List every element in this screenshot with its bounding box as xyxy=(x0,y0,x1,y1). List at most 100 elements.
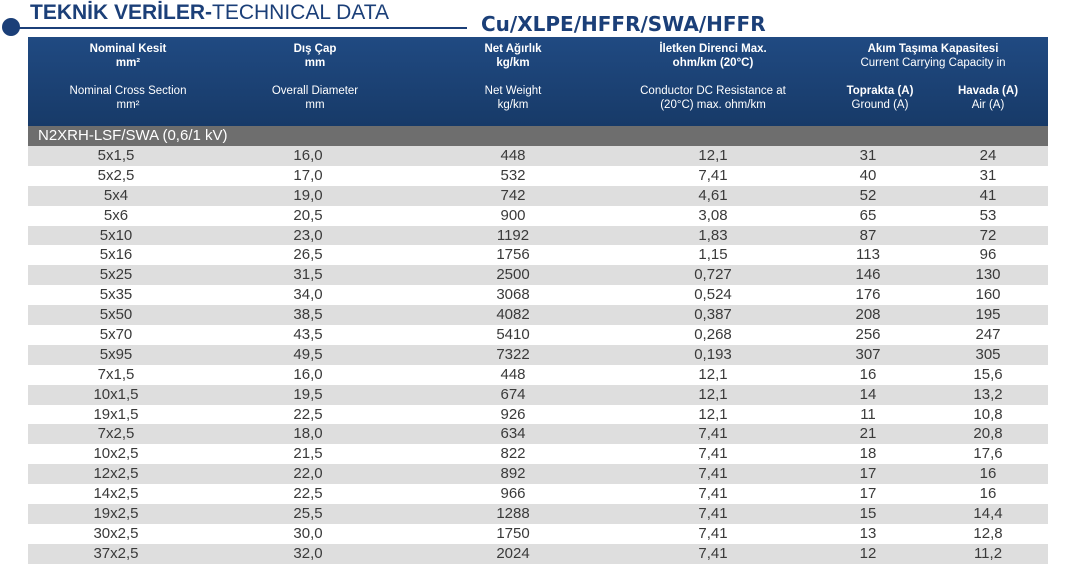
cell-weight: 532 xyxy=(500,166,526,184)
cell-weight: 1750 xyxy=(496,524,530,542)
cell-ground-capacity: 18 xyxy=(859,445,877,463)
table-row: 12x2,5 22,0 892 7,41 17 16 xyxy=(28,464,1048,485)
cell-resistance: 3,08 xyxy=(698,206,728,224)
header-nominal-tr: Nominal Kesit mm² xyxy=(48,42,208,70)
cell-diameter: 18,0 xyxy=(293,425,323,443)
header-nominal-tr-unit: mm² xyxy=(115,57,141,69)
cell-ground-capacity: 21 xyxy=(859,425,877,443)
header-ground-en: Ground (A) xyxy=(851,99,909,111)
header-capacity-tr: Akım Taşıma Kapasitesi xyxy=(867,43,999,55)
cell-resistance: 12,1 xyxy=(698,405,728,423)
cell-diameter: 25,5 xyxy=(293,505,323,523)
cell-weight: 892 xyxy=(500,465,526,483)
cell-cross-section: 14x2,5 xyxy=(93,485,139,503)
header-nominal-en-label: Nominal Cross Section xyxy=(69,85,187,97)
table-row: 5x10 23,0 1192 1,83 87 72 xyxy=(28,225,1048,246)
table-row: 5x35 34,0 3068 0,524 176 160 xyxy=(28,285,1048,305)
table-row: 5x2,5 17,0 532 7,41 40 31 xyxy=(28,166,1048,186)
cell-diameter: 16,0 xyxy=(293,365,323,383)
cell-ground-capacity: 14 xyxy=(859,385,877,403)
table-row: 7x2,5 18,0 634 7,41 21 20,8 xyxy=(28,424,1048,445)
table-row: 5x16 26,5 1756 1,15 113 96 xyxy=(28,245,1048,265)
cell-cross-section: 5x25 xyxy=(99,266,133,284)
cell-weight: 966 xyxy=(500,485,526,503)
table-row: 10x1,5 19,5 674 12,1 14 13,2 xyxy=(28,384,1048,405)
cell-resistance: 1,83 xyxy=(698,226,728,244)
cell-air-capacity: 12,8 xyxy=(973,524,1003,542)
cell-weight: 2500 xyxy=(496,266,530,284)
cell-resistance: 0,268 xyxy=(694,326,732,344)
cell-diameter: 30,0 xyxy=(293,524,323,542)
cell-air-capacity: 72 xyxy=(979,226,997,244)
cell-ground-capacity: 17 xyxy=(859,485,877,503)
cell-air-capacity: 16 xyxy=(979,465,997,483)
cell-ground-capacity: 15 xyxy=(859,505,877,523)
header-diameter-tr-label: Dış Çap xyxy=(293,43,337,55)
cell-weight: 5410 xyxy=(496,326,530,344)
cell-resistance: 4,61 xyxy=(698,186,728,204)
cell-resistance: 7,41 xyxy=(698,445,728,463)
table-row: 14x2,5 22,5 966 7,41 17 16 xyxy=(28,484,1048,504)
cell-cross-section: 5x1,5 xyxy=(97,147,135,164)
cell-resistance: 0,387 xyxy=(694,306,732,324)
cell-cross-section: 19x2,5 xyxy=(93,505,139,523)
cell-air-capacity: 53 xyxy=(979,206,997,224)
header-air-en: Air (A) xyxy=(971,99,1005,111)
table-row: 19x2,5 25,5 1288 7,41 15 14,4 xyxy=(28,504,1048,524)
page-title: TEKNİK VERİLER-TECHNICAL DATA xyxy=(30,1,389,25)
header-diameter-tr: Dış Çap mm xyxy=(235,42,395,70)
cell-diameter: 22,5 xyxy=(293,485,323,503)
table-row: 37x2,5 32,0 2024 7,41 12 11,2 xyxy=(28,543,1048,564)
header-weight-en-label: Net Weight xyxy=(484,85,542,97)
cell-diameter: 20,5 xyxy=(293,206,323,224)
cell-resistance: 7,41 xyxy=(698,524,728,542)
table-header: Nominal Kesit mm² Nominal Cross Section … xyxy=(28,37,1048,126)
cell-air-capacity: 160 xyxy=(975,286,1001,304)
table-row: 5x70 43,5 5410 0,268 256 247 xyxy=(28,325,1048,345)
cell-weight: 1192 xyxy=(496,226,530,244)
cell-ground-capacity: 176 xyxy=(855,286,881,304)
cell-air-capacity: 31 xyxy=(979,166,997,184)
cell-diameter: 19,0 xyxy=(293,186,323,204)
cell-weight: 634 xyxy=(500,425,526,443)
cell-weight: 2024 xyxy=(496,544,530,562)
cell-cross-section: 7x2,5 xyxy=(97,425,135,443)
header-resistance-tr-label: İletken Direnci Max. xyxy=(659,43,767,55)
cell-cross-section: 37x2,5 xyxy=(93,544,139,562)
cell-ground-capacity: 146 xyxy=(855,266,881,284)
header-weight-en: Net Weight kg/km xyxy=(433,84,593,112)
cell-diameter: 34,0 xyxy=(293,286,323,304)
header-resistance-tr: İletken Direnci Max. ohm/km (20°C) xyxy=(623,42,803,70)
table-row: 5x95 49,5 7322 0,193 307 305 xyxy=(28,344,1048,365)
cell-resistance: 7,41 xyxy=(698,485,728,503)
cell-cross-section: 19x1,5 xyxy=(93,405,139,423)
cell-ground-capacity: 13 xyxy=(859,524,877,542)
cell-diameter: 19,5 xyxy=(293,385,323,403)
cell-diameter: 16,0 xyxy=(293,147,323,164)
cell-ground-capacity: 307 xyxy=(855,345,881,363)
cell-resistance: 0,524 xyxy=(694,286,732,304)
header-resistance-en-unit: (20°C) max. ohm/km xyxy=(660,99,766,111)
header-capacity-en: Current Carrying Capacity in xyxy=(860,57,1006,69)
cell-resistance: 12,1 xyxy=(698,385,728,403)
cell-ground-capacity: 52 xyxy=(859,186,877,204)
cell-diameter: 21,5 xyxy=(293,445,323,463)
cable-type-title: Cu/XLPE/HFFR/SWA/HFFR xyxy=(481,12,766,36)
cell-weight: 3068 xyxy=(496,286,530,304)
header-nominal-en-unit: mm² xyxy=(116,99,140,111)
cell-cross-section: 5x4 xyxy=(103,186,129,204)
title-regular: TECHNICAL DATA xyxy=(212,1,389,24)
cell-air-capacity: 13,2 xyxy=(973,385,1003,403)
cell-weight: 7322 xyxy=(496,345,530,363)
cell-resistance: 7,41 xyxy=(698,425,728,443)
header-nominal-tr-label: Nominal Kesit xyxy=(89,43,167,55)
cell-air-capacity: 14,4 xyxy=(973,505,1003,523)
cell-ground-capacity: 12 xyxy=(859,544,877,562)
cell-ground-capacity: 16 xyxy=(859,365,877,383)
cell-air-capacity: 16 xyxy=(979,485,997,503)
cell-air-capacity: 20,8 xyxy=(973,425,1003,443)
table-row: 5x4 19,0 742 4,61 52 41 xyxy=(28,185,1048,206)
header-ground: Toprakta (A) Ground (A) xyxy=(820,84,940,112)
cell-resistance: 12,1 xyxy=(698,365,728,383)
cell-cross-section: 5x16 xyxy=(99,246,133,264)
